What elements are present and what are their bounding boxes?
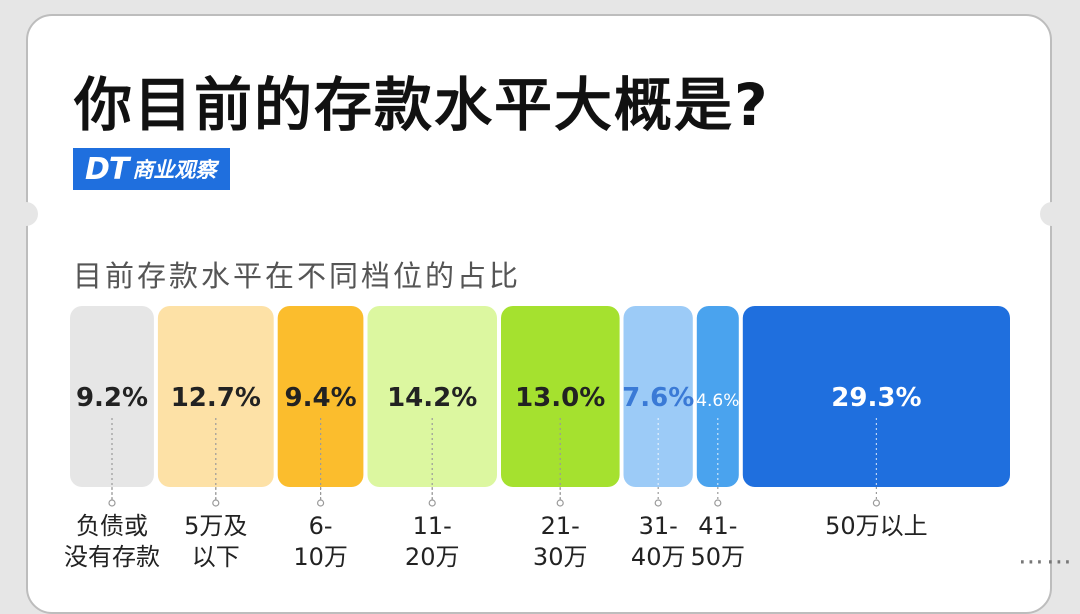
category-label: 50万	[691, 543, 746, 571]
leader-dot	[428, 499, 436, 507]
category-label: 以下	[192, 543, 240, 571]
more-indicator: ⋯⋯	[1018, 547, 1074, 577]
category-label: 31-	[639, 512, 678, 540]
value-label: 29.3%	[831, 383, 921, 413]
brand-logo: DT 商业观察	[73, 148, 231, 190]
category-label: 30万	[533, 543, 588, 571]
leader-dot	[714, 499, 722, 507]
brand-mark: DT	[85, 151, 129, 187]
category-label: 40万	[631, 543, 686, 571]
bar-segment	[742, 306, 1010, 487]
bar-segment	[501, 306, 620, 487]
leader-dot	[556, 499, 564, 507]
category-label: 20万	[405, 543, 460, 571]
category-label: 5万及	[184, 512, 247, 540]
card-notch-left	[14, 202, 38, 226]
value-label: 14.2%	[387, 383, 477, 413]
category-label: 10万	[293, 543, 348, 571]
category-label: 21-	[541, 512, 580, 540]
category-label: 41-	[698, 512, 737, 540]
category-label: 负债或	[76, 512, 148, 540]
category-label: 没有存款	[64, 543, 160, 571]
bar-segment	[277, 306, 364, 487]
brand-name: 商业观察	[132, 158, 217, 182]
bar-segment	[696, 306, 739, 487]
leader-dot	[212, 499, 220, 507]
chart-subtitle: 目前存款水平在不同档位的占比	[73, 259, 522, 293]
value-label: 9.4%	[285, 383, 357, 413]
value-label: 9.2%	[76, 383, 148, 413]
category-label: 6-	[309, 512, 333, 540]
value-label: 7.6%	[622, 383, 694, 413]
bar-segment	[157, 306, 274, 487]
card-notch-right	[1040, 202, 1064, 226]
category-label: 11-	[413, 512, 452, 540]
bar-segment	[623, 306, 693, 487]
leader-dot	[317, 499, 325, 507]
leader-dot	[108, 499, 116, 507]
bar-segment	[70, 306, 154, 487]
leader-dot	[654, 499, 662, 507]
value-label: 4.6%	[696, 391, 739, 411]
bar-segment	[367, 306, 497, 487]
value-label: 12.7%	[171, 383, 261, 413]
page-title: 你目前的存款水平大概是?	[74, 71, 770, 139]
category-label: 50万以上	[825, 512, 928, 540]
leader-dot	[872, 499, 881, 507]
value-label: 13.0%	[515, 383, 605, 413]
